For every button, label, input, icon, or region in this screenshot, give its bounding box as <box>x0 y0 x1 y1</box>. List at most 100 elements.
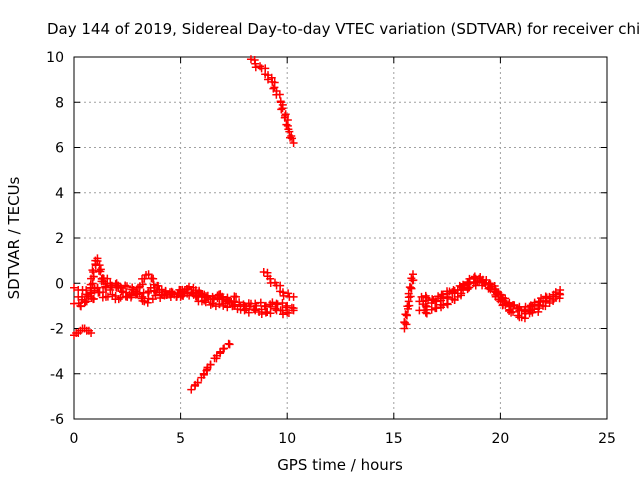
data-point <box>528 308 537 317</box>
data-point-dense <box>278 310 287 319</box>
data-point-dense <box>222 296 231 305</box>
x-tick-label: 20 <box>491 431 509 447</box>
data-point-dense <box>513 311 522 320</box>
data-point-dense <box>288 134 297 143</box>
data-point <box>144 270 153 279</box>
data-point-dense <box>249 305 258 314</box>
data-point <box>408 270 417 279</box>
data-point-dense <box>541 297 550 306</box>
data-point <box>121 281 130 290</box>
data-point <box>449 286 458 295</box>
data-point <box>225 340 234 349</box>
data-point <box>289 138 298 147</box>
data-point <box>417 292 426 301</box>
data-point-dense <box>202 293 211 302</box>
data-point <box>251 306 260 315</box>
data-point-dense <box>463 280 472 289</box>
data-point <box>492 288 501 297</box>
data-point-dense <box>209 295 218 304</box>
data-point-dense <box>284 289 293 298</box>
y-tick-label: -4 <box>50 367 64 383</box>
data-point <box>432 304 441 313</box>
data-point-dense <box>103 292 112 301</box>
data-point-dense <box>286 133 295 142</box>
y-tick-label: 6 <box>55 141 64 157</box>
data-point-dense <box>80 297 89 306</box>
data-point-dense <box>275 90 284 99</box>
x-tick-label: 5 <box>176 431 185 447</box>
data-point-dense <box>151 291 160 300</box>
data-point-dense <box>401 310 410 319</box>
data-point <box>421 301 430 310</box>
data-point <box>556 290 565 299</box>
data-point-dense <box>127 291 136 300</box>
data-point-dense <box>487 282 496 291</box>
data-point-dense <box>429 295 438 304</box>
data-point-dense <box>256 298 265 307</box>
data-point <box>70 283 78 292</box>
data-point-dense <box>82 290 91 299</box>
data-point <box>289 292 298 301</box>
data-point-dense <box>156 293 165 302</box>
data-point <box>438 290 447 299</box>
data-point <box>140 274 149 283</box>
data-point-dense <box>282 120 291 129</box>
x-tick-label: 15 <box>385 431 403 447</box>
data-point <box>87 288 96 297</box>
data-point <box>138 292 147 301</box>
data-point-dense <box>150 283 159 292</box>
data-point-dense <box>471 274 480 283</box>
data-point <box>87 329 96 338</box>
data-point-dense <box>273 300 282 309</box>
data-point-dense <box>439 301 448 310</box>
data-point <box>232 292 241 301</box>
data-point <box>545 292 554 301</box>
data-point-dense <box>271 304 280 313</box>
x-tick-label: 10 <box>278 431 296 447</box>
data-point-dense <box>443 300 452 309</box>
data-point-dense <box>278 104 287 113</box>
y-tick-label: -2 <box>50 322 64 338</box>
data-point-dense <box>235 298 244 307</box>
data-point-dense <box>144 288 152 297</box>
data-point-dense <box>216 290 225 299</box>
data-point <box>106 286 115 295</box>
data-point-dense <box>458 283 467 292</box>
y-tick-label: 0 <box>55 276 64 292</box>
data-point <box>289 306 298 315</box>
data-point <box>187 385 196 394</box>
data-point-dense <box>266 309 275 318</box>
data-point-dense <box>403 302 412 311</box>
data-point-dense <box>526 301 535 310</box>
data-point-dense <box>93 257 102 266</box>
data-point <box>259 267 268 276</box>
y-tick-label: 10 <box>46 50 64 66</box>
data-point-dense <box>422 309 431 318</box>
chart-title: Day 144 of 2019, Sidereal Day-to-day VTE… <box>47 20 640 38</box>
data-point-dense <box>450 286 459 295</box>
data-point <box>283 301 292 310</box>
data-point-dense <box>509 307 518 316</box>
x-axis-label: GPS time / hours <box>277 456 403 474</box>
data-point-dense <box>220 344 229 353</box>
data-point-dense <box>116 293 125 302</box>
data-point-dense <box>96 267 105 276</box>
data-point-dense <box>268 298 277 307</box>
data-point-dense <box>184 282 193 291</box>
data-point-dense <box>279 291 288 300</box>
data-point-dense <box>123 282 132 291</box>
data-point <box>101 283 110 292</box>
y-tick-label: 8 <box>55 95 64 111</box>
data-point-dense <box>278 298 287 307</box>
data-point <box>114 295 123 304</box>
data-point-dense <box>251 63 260 72</box>
data-point <box>240 306 249 315</box>
data-point-dense <box>107 281 116 290</box>
data-point-dense <box>111 280 120 289</box>
data-point <box>246 55 255 64</box>
data-point-dense <box>506 302 515 311</box>
y-axis-label: SDTVAR / TECUs <box>5 176 23 299</box>
data-point-dense <box>434 292 443 301</box>
data-point <box>261 301 270 310</box>
data-point-dense <box>407 274 416 283</box>
